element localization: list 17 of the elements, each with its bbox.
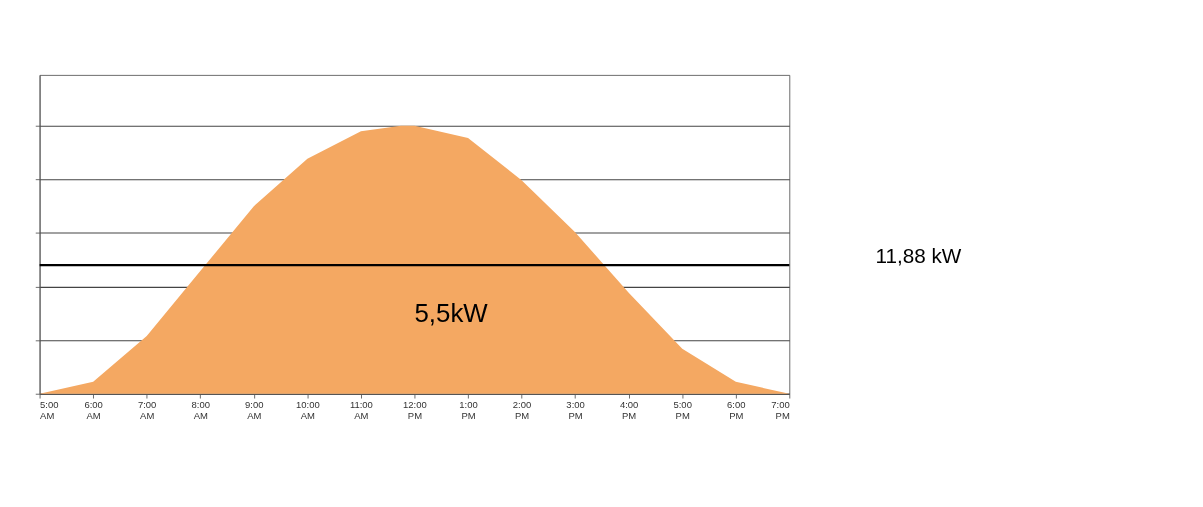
x-tick-label: 9:00 AM [245,399,264,422]
x-tick-label: 1:00 PM [459,399,478,422]
text: 11,88 kW [875,243,962,267]
x-tick-label: 8:00 AM [191,399,210,422]
x-tick-label: 11:00 AM [349,399,373,422]
x-tick-label: 12:00 PM [403,399,427,422]
x-tick-label: 10:00 AM [295,399,320,422]
annotation: 5,5kW [414,298,489,327]
x-tick-label: 3:00 PM [566,399,585,422]
x-tick-label: 4:00 PM [619,399,639,422]
x-tick-label: 6:00 PM [727,399,746,422]
x-tick-label: 5:00 AM [40,399,59,422]
x-tick-label: 7:00 PM [771,399,790,422]
x-tick-label: 2:00 PM [512,399,532,422]
x-tick-label: 6:00 AM [84,399,103,422]
x-tick-label: 7:00 AM [137,399,157,422]
x-tick-label: 5:00 PM [673,399,692,422]
